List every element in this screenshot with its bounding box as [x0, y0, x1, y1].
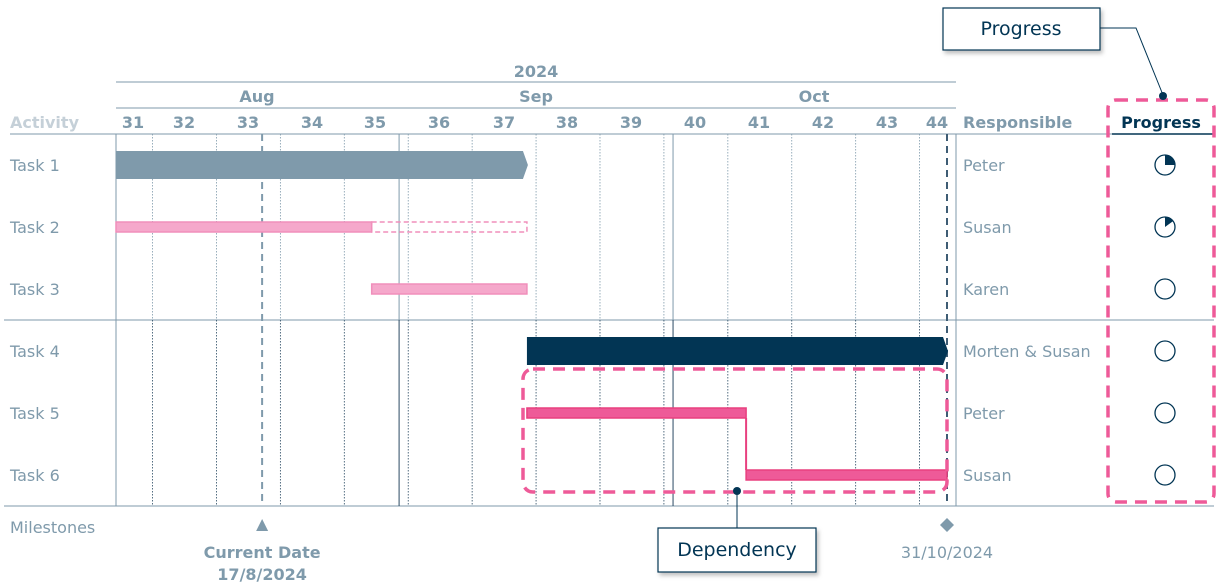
task-name: Task 2 [9, 218, 60, 237]
progress-pie-fill [1165, 217, 1174, 227]
week-label: 34 [301, 113, 323, 132]
week-label: 37 [493, 113, 515, 132]
responsible-header: Responsible [963, 113, 1072, 132]
week-label: 36 [428, 113, 450, 132]
progress-pie [1154, 278, 1176, 300]
progress-header: Progress [1121, 113, 1201, 132]
progress-callout-text: Progress [980, 18, 1061, 40]
task-bar [526, 407, 747, 419]
task-responsible: Morten & Susan [963, 342, 1091, 361]
task-name: Task 1 [9, 156, 60, 175]
week-label: 44 [926, 113, 948, 132]
summary-bar [526, 337, 948, 365]
milestone-date: 31/10/2024 [901, 543, 993, 562]
progress-highlight-box [1106, 98, 1216, 504]
dependency-callout-text: Dependency [677, 539, 797, 561]
task-bar [370, 283, 528, 295]
remaining-bar [370, 221, 528, 233]
dependency-callout [657, 527, 817, 573]
week-label: 32 [173, 113, 195, 132]
week-label: 41 [748, 113, 770, 132]
task-responsible: Karen [963, 280, 1009, 299]
year-label: 2024 [514, 62, 559, 81]
diamond-icon [940, 518, 954, 532]
week-label: 35 [364, 113, 386, 132]
triangle-icon [256, 519, 269, 531]
activity-header: Activity [10, 113, 80, 132]
task-responsible: Susan [963, 466, 1012, 485]
week-label: 42 [812, 113, 834, 132]
summary-bar [116, 151, 528, 179]
progress-pie [1154, 402, 1176, 424]
progress-pie [1154, 464, 1176, 486]
milestone-date: 17/8/2024 [217, 565, 307, 584]
task-name: Task 3 [9, 280, 60, 299]
week-label: 38 [556, 113, 578, 132]
week-label: 33 [237, 113, 259, 132]
progress-pie [1154, 340, 1176, 362]
month-label: Oct [799, 87, 830, 106]
task-responsible: Peter [963, 404, 1005, 423]
callout-dot [1159, 92, 1167, 100]
task-responsible: Susan [963, 218, 1012, 237]
callout-dot [733, 487, 741, 495]
task-bar [115, 221, 373, 233]
task-name: Task 5 [9, 404, 60, 423]
week-label: 39 [620, 113, 642, 132]
week-label: 40 [684, 113, 706, 132]
week-label: 31 [122, 113, 144, 132]
task-name: Task 4 [9, 342, 60, 361]
task-name: Task 6 [9, 466, 60, 485]
task-bar [745, 469, 948, 481]
callout-leader [1100, 27, 1164, 96]
task-responsible: Peter [963, 156, 1005, 175]
milestones-label: Milestones [10, 518, 95, 537]
progress-callout [942, 7, 1101, 51]
milestone-label: Current Date [204, 543, 321, 562]
progress-pie-fill [1165, 155, 1175, 165]
month-label: Aug [239, 87, 274, 106]
month-label: Sep [519, 87, 553, 106]
week-label: 43 [876, 113, 898, 132]
